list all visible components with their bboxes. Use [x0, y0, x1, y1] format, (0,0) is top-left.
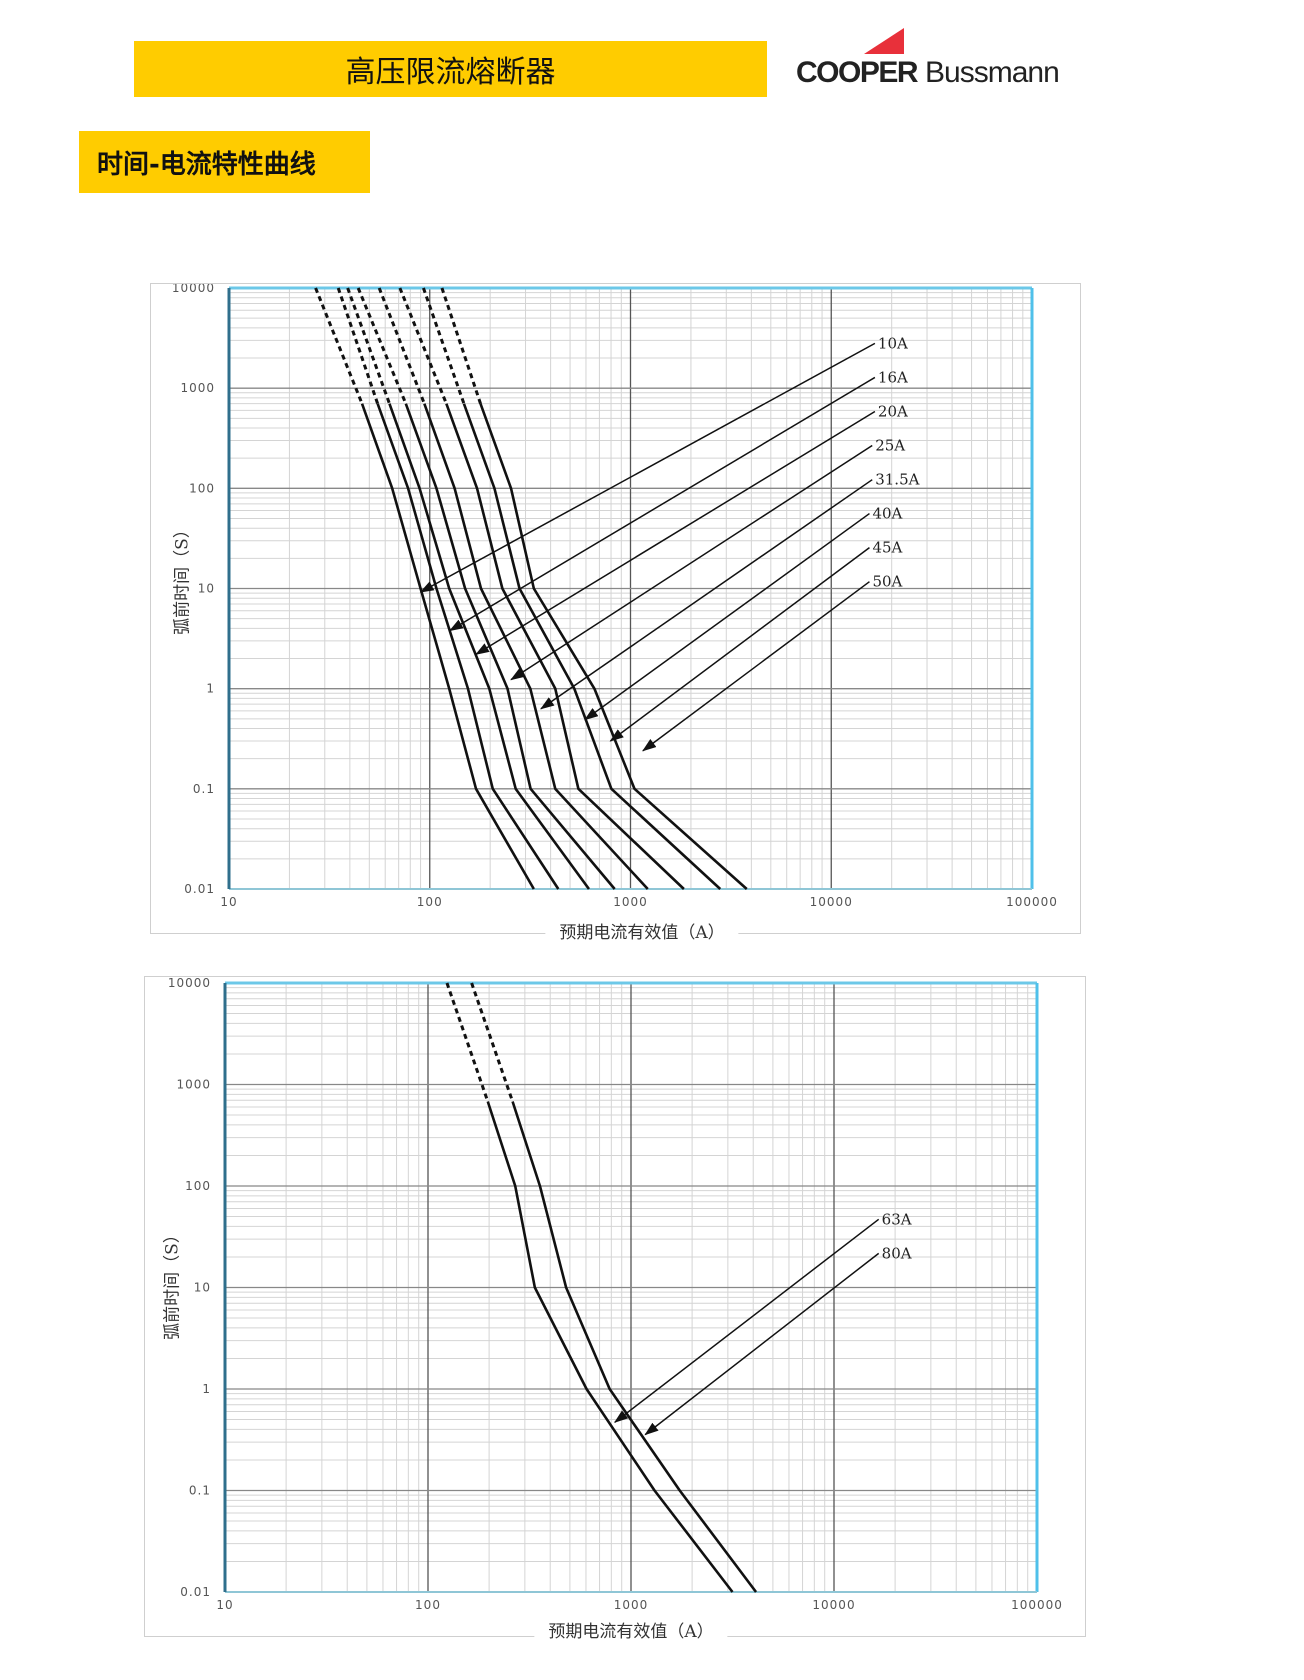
y-tick-label: 1: [206, 682, 215, 696]
series-label-arrow: [540, 479, 873, 710]
y-tick-label: 0.1: [189, 1484, 211, 1498]
y-tick-label: 0.1: [193, 782, 215, 796]
series-label-10A: 10A: [878, 334, 908, 352]
series-50A-curve: [479, 403, 748, 890]
series-16A-curve: [376, 403, 560, 890]
x-tick-label: 100000: [1011, 1598, 1063, 1612]
cooper-bussmann-logo: COOPER Bussmann: [796, 24, 1076, 92]
series-20A-curve: [388, 403, 591, 890]
x-tick-label: 1000: [614, 1598, 649, 1612]
series-label-arrow: [584, 512, 870, 721]
x-axis-label: 预期电流有效值（A）: [534, 1617, 728, 1642]
series-31.5A-curve: [423, 403, 649, 890]
logo-mark-icon: [864, 28, 904, 54]
y-tick-label: 0.01: [180, 1585, 211, 1599]
series-label-arrow: [609, 547, 870, 742]
x-tick-label: 10000: [810, 895, 853, 909]
y-tick-label: 0.01: [184, 882, 215, 896]
series-63A-dashed: [445, 982, 490, 1102]
chart-frame-top: 10 100 1000 10000 100000 10000 1000 100 10 1 0.1 0.…: [150, 283, 1081, 943]
y-tick-label: 1: [202, 1382, 211, 1396]
series-80A-dashed: [470, 982, 514, 1102]
series-label-31.5A: 31.5A: [875, 471, 919, 489]
series-31.5A-dashed: [377, 287, 426, 405]
series-label-arrow: [510, 444, 873, 681]
x-tick-label: 100: [417, 895, 443, 909]
series-label-arrow: [644, 1252, 880, 1436]
series-40A-dashed: [398, 287, 448, 405]
series-25A-curve: [404, 403, 616, 890]
series-45A-curve: [462, 403, 722, 890]
series-63A-curve: [486, 1101, 734, 1593]
x-tick-label: 10000: [812, 1598, 855, 1612]
series-label-20A: 20A: [878, 402, 908, 420]
series-label-arrow: [613, 1218, 880, 1423]
x-tick-label: 10: [216, 1598, 233, 1612]
logo-text-bussmann: Bussmann: [925, 56, 1060, 89]
series-10A-curve: [360, 403, 535, 890]
series-50A-dashed: [440, 287, 482, 405]
y-tick-label: 10: [194, 1281, 211, 1295]
page-title: 高压限流熔断器: [345, 55, 556, 90]
x-tick-label: 1000: [613, 895, 648, 909]
series-16A-dashed: [336, 287, 380, 405]
tcc-chart-bottom: 10 100 1000 10000 100000 10000 1000 100 10 1 0.1 0.…: [168, 977, 1063, 1612]
series-label-25A: 25A: [875, 436, 905, 454]
logo-text-cooper: COOPER: [796, 56, 919, 89]
chart-frame-bottom: 10 100 1000 10000 100000 10000 1000 100 10 1 0.1 0.…: [144, 976, 1086, 1642]
series-80A-curve: [511, 1101, 758, 1593]
series-label-arrow: [475, 410, 876, 656]
series-label-40A: 40A: [872, 505, 902, 523]
series-label-arrow: [449, 376, 876, 632]
y-tick-label: 10: [198, 582, 215, 596]
series-20A-dashed: [346, 287, 391, 405]
y-tick-label: 1000: [176, 1078, 211, 1092]
title-banner: 高压限流熔断器: [134, 41, 767, 97]
series-40A-curve: [445, 403, 685, 890]
series-label-arrow: [642, 581, 870, 752]
y-tick-label: 10000: [168, 977, 211, 990]
series-10A-dashed: [314, 287, 364, 405]
y-tick-label: 10000: [172, 284, 215, 295]
x-tick-label: 100: [415, 1598, 441, 1612]
y-axis-label: 弧前时间（S）: [172, 521, 193, 635]
series-label-16A: 16A: [878, 368, 908, 386]
section-title: 时间-电流特性曲线: [97, 149, 316, 180]
series-25A-dashed: [356, 287, 408, 405]
tcc-chart-top: 10 100 1000 10000 100000 10000 1000 100 10 1 0.1 0.…: [172, 284, 1058, 909]
series-label-50A: 50A: [872, 573, 902, 591]
section-banner: 时间-电流特性曲线: [79, 131, 370, 193]
x-tick-label: 100000: [1006, 895, 1058, 909]
x-axis-label: 预期电流有效值（A）: [545, 918, 739, 943]
series-label-63A: 63A: [882, 1210, 912, 1228]
y-axis-label: 弧前时间（S）: [162, 1226, 183, 1340]
y-tick-label: 100: [185, 1179, 211, 1193]
y-tick-label: 100: [189, 481, 215, 495]
series-label-45A: 45A: [872, 539, 902, 557]
y-tick-label: 1000: [180, 381, 215, 395]
series-label-arrow: [419, 342, 876, 593]
series-label-80A: 80A: [882, 1244, 912, 1262]
x-tick-label: 10: [220, 895, 237, 909]
series-45A-dashed: [422, 287, 466, 405]
